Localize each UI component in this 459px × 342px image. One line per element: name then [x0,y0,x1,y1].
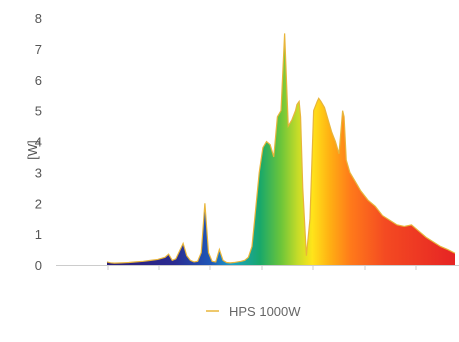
y-tick-label: 6 [35,73,42,88]
y-tick-label: 3 [35,165,42,180]
y-tick-label: 0 [35,258,42,273]
y-tick-label: 8 [35,11,42,26]
y-tick-label: 7 [35,42,42,57]
y-tick-label: 4 [35,135,42,150]
series-line-hps-1000w [106,33,456,264]
y-tick-label: 1 [35,227,42,242]
y-tick-label: 2 [35,196,42,211]
legend: HPS 1000W [206,304,301,319]
legend-label-hps-1000w: HPS 1000W [229,304,301,319]
y-axis: 0 1 2 3 4 5 6 7 8 [35,11,42,273]
series-area-hps-1000w [107,33,455,265]
y-tick-label: 5 [35,104,42,119]
x-axis-ticks [107,265,417,270]
y-axis-label: [W] [25,140,40,160]
